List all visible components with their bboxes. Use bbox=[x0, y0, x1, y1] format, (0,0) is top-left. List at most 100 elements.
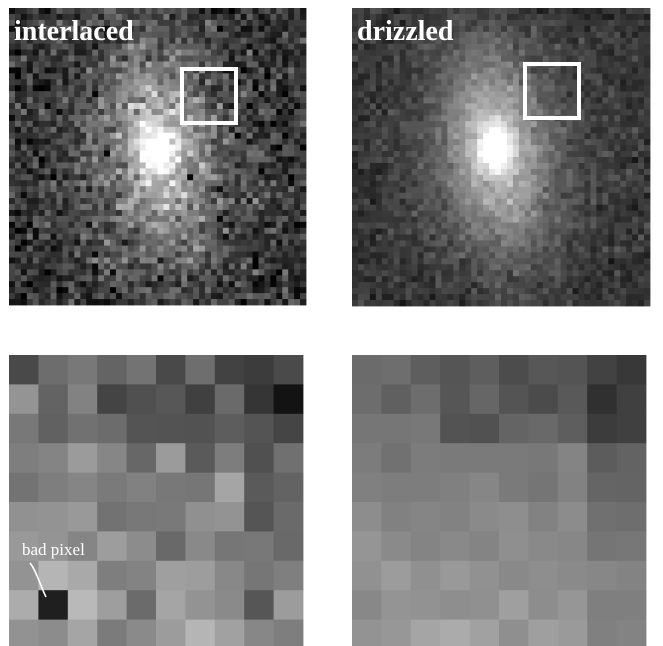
pixel bbox=[228, 257, 236, 264]
pixel bbox=[453, 157, 460, 164]
pixel bbox=[38, 120, 46, 128]
pixel bbox=[205, 299, 212, 306]
pixel bbox=[86, 13, 93, 21]
pixel bbox=[246, 162, 253, 169]
pixel bbox=[632, 109, 639, 116]
pixel bbox=[210, 192, 218, 199]
pixel bbox=[530, 240, 538, 247]
pixel bbox=[9, 37, 16, 45]
pixel bbox=[163, 174, 170, 181]
pixel bbox=[477, 19, 484, 27]
pixel bbox=[50, 293, 57, 300]
pixel bbox=[626, 37, 633, 45]
pixel bbox=[471, 121, 478, 128]
pixel bbox=[363, 139, 371, 146]
pixel bbox=[199, 8, 206, 15]
pixel bbox=[626, 79, 633, 86]
pixel bbox=[518, 252, 526, 259]
pixel bbox=[632, 91, 639, 98]
pixel bbox=[14, 108, 22, 116]
pixel bbox=[98, 144, 105, 151]
pixel bbox=[300, 168, 307, 175]
pixel bbox=[86, 97, 93, 104]
pixel bbox=[9, 114, 16, 122]
pixel bbox=[381, 192, 389, 200]
pixel bbox=[193, 209, 200, 217]
pixel bbox=[489, 121, 496, 128]
pixel bbox=[163, 73, 170, 80]
pixel bbox=[441, 37, 448, 45]
pixel bbox=[459, 31, 466, 39]
pixel bbox=[620, 127, 627, 134]
pixel bbox=[258, 144, 265, 151]
pixel bbox=[357, 270, 365, 277]
pixel bbox=[387, 276, 395, 283]
pixel bbox=[74, 126, 81, 134]
pixel bbox=[175, 120, 182, 128]
pixel bbox=[369, 222, 377, 229]
pixel bbox=[228, 215, 236, 223]
pixel bbox=[80, 251, 87, 258]
pixel bbox=[590, 240, 597, 247]
pixel bbox=[68, 31, 75, 39]
pixel bbox=[512, 288, 520, 295]
pixel bbox=[56, 120, 63, 128]
pixel bbox=[471, 264, 478, 271]
pixel bbox=[98, 293, 105, 300]
pixel bbox=[459, 222, 466, 229]
pixel bbox=[98, 25, 105, 33]
pixel bbox=[92, 103, 99, 110]
pixel bbox=[80, 156, 87, 163]
pixel bbox=[193, 73, 200, 80]
pixel bbox=[9, 257, 16, 264]
pixel bbox=[578, 270, 585, 277]
pixel bbox=[121, 239, 129, 246]
pixel bbox=[104, 293, 111, 300]
pixel bbox=[471, 294, 478, 301]
pixel bbox=[32, 156, 40, 163]
pixel bbox=[518, 25, 526, 33]
pixel bbox=[187, 132, 194, 140]
pixel bbox=[381, 91, 389, 98]
pixel bbox=[252, 162, 259, 169]
pixel bbox=[175, 31, 182, 39]
pixel bbox=[288, 174, 295, 181]
pixel bbox=[300, 192, 307, 199]
pixel bbox=[417, 210, 424, 217]
pixel bbox=[62, 67, 69, 74]
pixel bbox=[596, 300, 603, 307]
pixel bbox=[210, 263, 218, 270]
pixel bbox=[282, 299, 289, 306]
pixel bbox=[626, 157, 633, 164]
pixel bbox=[465, 109, 472, 116]
pixel bbox=[572, 55, 579, 63]
pixel bbox=[50, 61, 57, 68]
pixel bbox=[411, 234, 418, 241]
pixel bbox=[483, 210, 490, 217]
pixel bbox=[501, 13, 508, 21]
pixel bbox=[542, 73, 550, 80]
pixel bbox=[608, 288, 615, 295]
pixel bbox=[530, 67, 538, 74]
pixel bbox=[222, 221, 230, 229]
pixel bbox=[38, 25, 46, 33]
pixel bbox=[566, 186, 573, 194]
pixel bbox=[566, 204, 573, 212]
pixel bbox=[210, 150, 218, 157]
pixel bbox=[210, 257, 218, 264]
pixel bbox=[644, 222, 651, 229]
pixel bbox=[483, 294, 490, 301]
pixel bbox=[163, 108, 170, 116]
pixel bbox=[632, 97, 639, 104]
pixel bbox=[626, 162, 633, 170]
pixel bbox=[109, 281, 117, 288]
pixel bbox=[572, 145, 579, 152]
pixel bbox=[477, 31, 484, 39]
pixel bbox=[294, 281, 301, 288]
pixel bbox=[115, 73, 123, 80]
pixel bbox=[590, 300, 597, 307]
pixel bbox=[44, 85, 51, 92]
pixel bbox=[44, 43, 51, 50]
pixel bbox=[133, 61, 141, 68]
pixel bbox=[193, 227, 200, 235]
